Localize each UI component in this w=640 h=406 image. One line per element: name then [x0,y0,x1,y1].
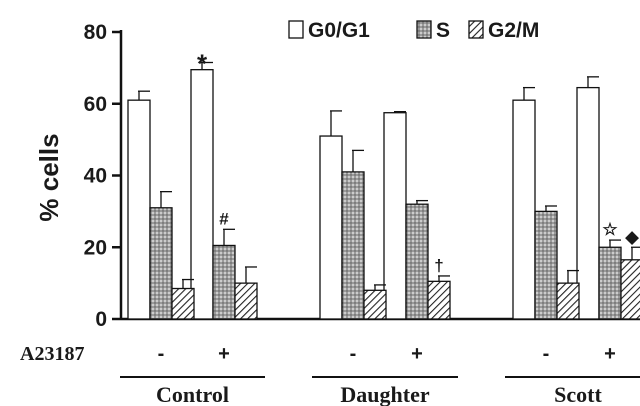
group-label-scott: Scott [554,382,602,406]
bar-s-0 [149,207,173,320]
bar-s-5 [598,246,622,320]
y-tick-label: 40 [84,165,107,188]
bar-g0g1-2 [319,135,343,320]
y-tick-label: 0 [95,308,107,331]
bar-g2m-2 [363,289,387,320]
condition-label: + [604,343,616,365]
significance-marker: † [434,256,443,275]
significance-marker: # [219,209,229,228]
condition-label: - [158,343,165,365]
legend: G0/G1 S G2/M [288,19,539,42]
y-tick-label: 20 [84,236,107,259]
x-axis: A23187- +Control- +Daughter- +Scott [20,343,640,406]
bar-g0g1-0 [127,99,151,320]
significance-marker: ◆ [624,227,639,246]
bar-g0g1-4 [512,99,536,320]
y-axis-title: % cells [34,133,64,221]
bar-g2m-0 [171,287,195,320]
condition-label: + [218,343,230,365]
bar-s-2 [341,171,365,320]
bar-g2m-1 [234,282,258,320]
condition-label: - [543,343,550,365]
legend-swatch-s [416,20,432,39]
bar-g0g1-1 [190,69,214,320]
legend-label: S [436,19,450,42]
significance-marker: * [197,48,208,78]
bar-g0g1-5 [576,86,600,320]
bar-s-4 [534,210,558,320]
significance-marker: ☆ [602,220,618,239]
bar-s-1 [212,244,236,320]
legend-label: G0/G1 [308,19,370,42]
y-tick-label: 60 [84,93,107,116]
treatment-label: A23187 [20,343,84,365]
bar-g2m-4 [556,282,580,320]
legend-swatch-g0g1 [288,20,304,39]
group-label-control: Control [156,382,229,406]
bar-g2m-3 [427,280,451,320]
bar-g2m-5 [620,259,640,320]
y-tick-label: 80 [84,21,107,44]
group-label-daughter: Daughter [340,382,429,406]
legend-swatch-g2m [468,20,484,39]
legend-label: G2/M [488,19,539,42]
condition-label: - [350,343,357,365]
bars: * # † ☆ ◆ [127,48,640,320]
condition-label: + [411,343,423,365]
bar-g0g1-3 [383,112,407,320]
bar-s-3 [405,203,429,320]
